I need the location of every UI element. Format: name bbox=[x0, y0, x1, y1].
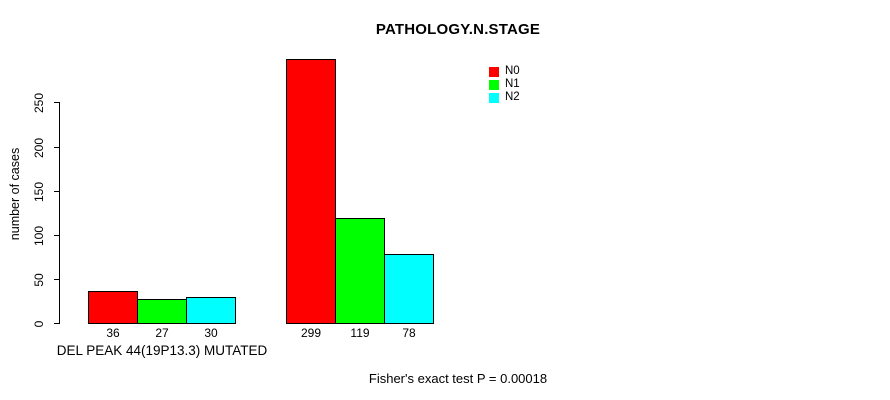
bar-value-label: 78 bbox=[402, 326, 416, 340]
legend-row: N2 bbox=[489, 91, 520, 104]
chart-title: PATHOLOGY.N.STAGE bbox=[375, 21, 541, 38]
bar-value-label: 30 bbox=[204, 326, 218, 340]
y-tick bbox=[54, 279, 59, 280]
y-axis-label: number of cases bbox=[8, 147, 22, 241]
y-tick bbox=[54, 147, 59, 148]
bar-n1-group2 bbox=[335, 218, 385, 324]
y-tick-label: 250 bbox=[32, 92, 46, 114]
bar-value-label: 36 bbox=[106, 326, 120, 340]
bar-value-label: 27 bbox=[155, 326, 169, 340]
legend-row: N0 bbox=[489, 65, 520, 78]
legend: N0 N1 N2 bbox=[489, 65, 520, 104]
y-tick bbox=[54, 235, 59, 236]
bar-value-label: 119 bbox=[350, 326, 370, 340]
bar-n1-group1 bbox=[137, 299, 187, 324]
y-axis-line bbox=[59, 102, 60, 324]
bar-n0-group1 bbox=[88, 291, 138, 324]
group-label-mutated: DEL PEAK 44(19P13.3) MUTATED bbox=[56, 343, 268, 358]
legend-swatch-n1 bbox=[489, 79, 499, 90]
fisher-test-annotation: Fisher's exact test P = 0.00018 bbox=[368, 371, 548, 386]
y-tick-label: 100 bbox=[32, 225, 46, 247]
bar-n2-group1 bbox=[186, 297, 236, 324]
y-tick-label: 150 bbox=[32, 181, 46, 203]
legend-label: N1 bbox=[505, 78, 520, 90]
bar-value-label: 299 bbox=[300, 326, 322, 340]
legend-swatch-n2 bbox=[489, 92, 499, 103]
y-tick-label: 0 bbox=[32, 320, 46, 328]
y-tick bbox=[54, 191, 59, 192]
y-tick-label: 200 bbox=[32, 137, 46, 159]
y-tick bbox=[54, 102, 59, 103]
y-tick-label: 50 bbox=[32, 273, 46, 287]
legend-label: N0 bbox=[505, 65, 520, 77]
legend-row: N1 bbox=[489, 78, 520, 91]
legend-label: N2 bbox=[505, 91, 520, 103]
y-tick bbox=[54, 323, 59, 324]
bar-n0-group2 bbox=[286, 59, 336, 324]
legend-swatch-n0 bbox=[489, 66, 499, 77]
bar-n2-group2 bbox=[384, 254, 434, 324]
